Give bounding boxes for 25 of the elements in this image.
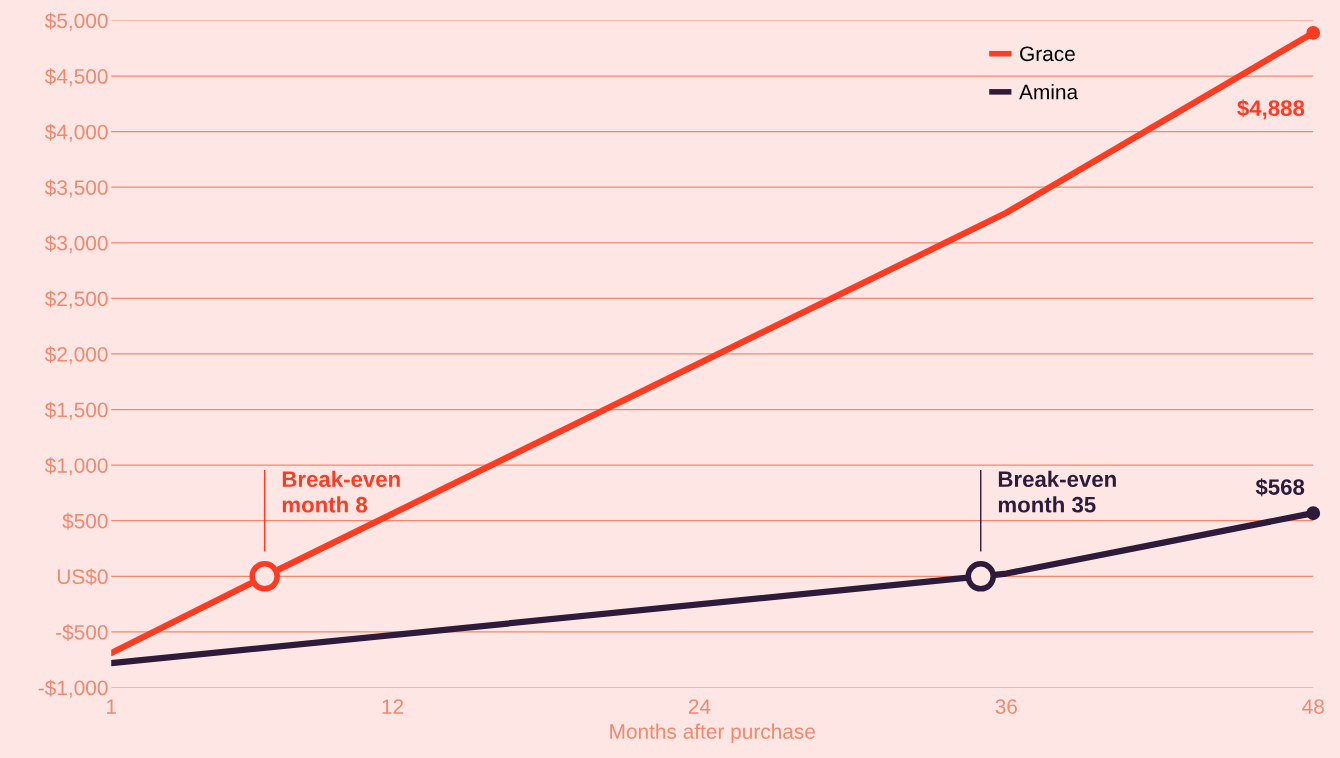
y-tick-label: $1,000	[44, 457, 108, 476]
x-tick-label: 24	[688, 699, 711, 714]
y-tick-label: $2,000	[44, 346, 108, 365]
x-tick-label: 12	[382, 699, 404, 714]
y-tick-label: $4,500	[44, 68, 108, 87]
x-axis-title: Months after purchase	[610, 723, 815, 744]
legend-label: Grace	[1020, 46, 1075, 62]
y-tick-label: $5,000	[44, 12, 108, 31]
y-tick-label: -$500	[56, 624, 108, 641]
y-tick-label: $2,500	[44, 290, 108, 309]
y-tick-label: $3,500	[44, 179, 108, 198]
y-tick-label: $500	[62, 512, 108, 530]
x-tick-label: 1	[107, 699, 116, 714]
annotation: Break-even month 35	[998, 470, 1116, 513]
y-tick-label: $3,000	[44, 234, 108, 254]
x-tick-label: 48	[1302, 699, 1324, 714]
data-label: $4,888	[1237, 99, 1305, 120]
x-tick-label: 36	[995, 699, 1017, 714]
data-label: $568	[1255, 478, 1305, 497]
y-tick-label: US$0	[57, 568, 108, 586]
y-tick-label: -$1,000	[38, 679, 108, 698]
y-tick-label: $4,000	[44, 123, 108, 142]
legend-label: Amina	[1019, 84, 1079, 100]
annotation: Break-even month 8	[282, 470, 400, 513]
y-tick-label: $1,500	[44, 401, 108, 420]
